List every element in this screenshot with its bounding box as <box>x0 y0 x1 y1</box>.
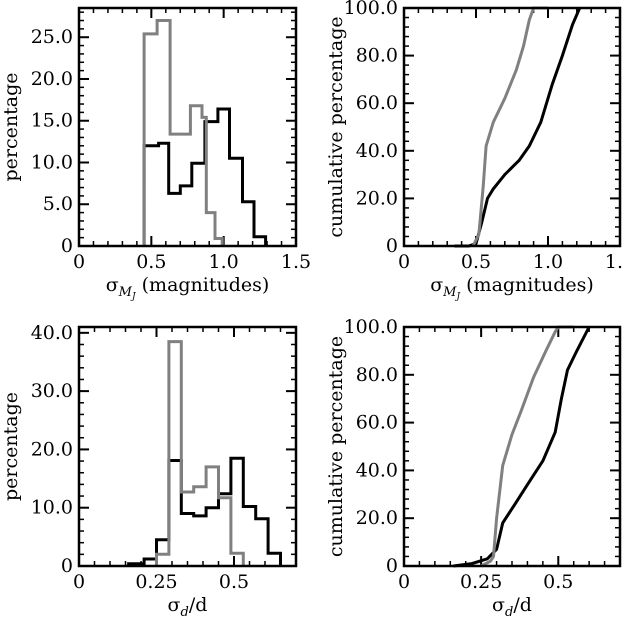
x-tick-label: 1.5 <box>605 251 624 273</box>
y-axis-label: cumulative percentage <box>325 16 347 237</box>
chart-panel-1: 0 0.5 1.0 1.5 0 5.0 10.0 15.0 20.0 25.0 percentage… <box>0 6 311 302</box>
y-tick-label: 20.0 <box>356 187 398 209</box>
data-series-2 <box>155 340 245 566</box>
chart-panel-2: 0 0.5 1.0 1.5 0 20.0 40.0 60.0 80.0 100.0cumulati… <box>325 0 624 302</box>
chart-panel-3: 0 0.25 0.5 0 10.0 20.0 30.0 40.0 percentage σd/d <box>0 322 298 620</box>
x-tick-label: 0.5 <box>136 251 166 273</box>
y-tick-label: 100.0 <box>344 316 398 338</box>
y-tick-label: 0 <box>386 555 398 577</box>
x-tick-label: 1.5 <box>281 251 311 273</box>
x-tick-label: 0 <box>398 571 410 593</box>
x-tick-label: 0.25 <box>460 571 502 593</box>
y-tick-label: 40.0 <box>356 140 398 162</box>
x-tick-label: 0 <box>398 251 410 273</box>
data-series-2 <box>142 19 224 246</box>
x-tick-label: 0.5 <box>219 571 249 593</box>
y-tick-label: 40.0 <box>356 459 398 481</box>
data-series-2 <box>480 325 574 568</box>
x-axis-label: σMJ (magnitudes) <box>106 274 270 302</box>
y-tick-label: 15.0 <box>31 110 73 132</box>
y-axis-label: cumulative percentage <box>325 336 347 557</box>
y-tick-label: 0 <box>386 235 398 257</box>
y-tick-label: 0 <box>61 235 73 257</box>
y-tick-label: 25.0 <box>31 26 73 48</box>
y-axis-label: percentage <box>0 392 22 501</box>
data-series-2 <box>471 6 548 247</box>
data-series-1 <box>127 456 282 566</box>
data-series-1 <box>454 7 582 248</box>
y-tick-label: 20.0 <box>31 68 73 90</box>
y-tick-label: 80.0 <box>356 364 398 386</box>
plot-frame <box>77 6 298 248</box>
x-tick-label: 0.5 <box>543 571 573 593</box>
data-series-1 <box>453 326 591 568</box>
plot-frame <box>402 325 622 568</box>
y-tick-label: 20.0 <box>31 438 73 460</box>
y-tick-label: 40.0 <box>31 322 73 344</box>
x-tick-label: 1.0 <box>209 251 239 273</box>
x-tick-label: 1.0 <box>533 251 563 273</box>
y-tick-label: 60.0 <box>356 412 398 434</box>
chart-panel-4: 0 0.25 0.5 0 20.0 40.0 60.0 80.0 100.0cumulative… <box>325 316 622 620</box>
y-tick-label: 100.0 <box>344 0 398 19</box>
y-tick-label: 30.0 <box>31 380 73 402</box>
x-tick-label: 0 <box>73 571 85 593</box>
x-axis-label: σd/d <box>168 594 208 620</box>
x-axis-label: σd/d <box>492 594 532 620</box>
plot-frame <box>402 6 622 248</box>
plot-frame <box>77 325 298 568</box>
x-tick-label: 0.25 <box>135 571 177 593</box>
y-axis-label: percentage <box>0 73 22 182</box>
y-tick-label: 60.0 <box>356 92 398 114</box>
x-tick-label: 0.5 <box>461 251 491 273</box>
y-tick-label: 10.0 <box>31 151 73 173</box>
y-tick-label: 10.0 <box>31 497 73 519</box>
x-axis-label: σMJ (magnitudes) <box>430 274 594 302</box>
y-tick-label: 0 <box>61 555 73 577</box>
x-tick-label: 0 <box>73 251 85 273</box>
y-tick-label: 5.0 <box>43 193 73 215</box>
y-tick-label: 80.0 <box>356 45 398 67</box>
y-tick-label: 20.0 <box>356 507 398 529</box>
